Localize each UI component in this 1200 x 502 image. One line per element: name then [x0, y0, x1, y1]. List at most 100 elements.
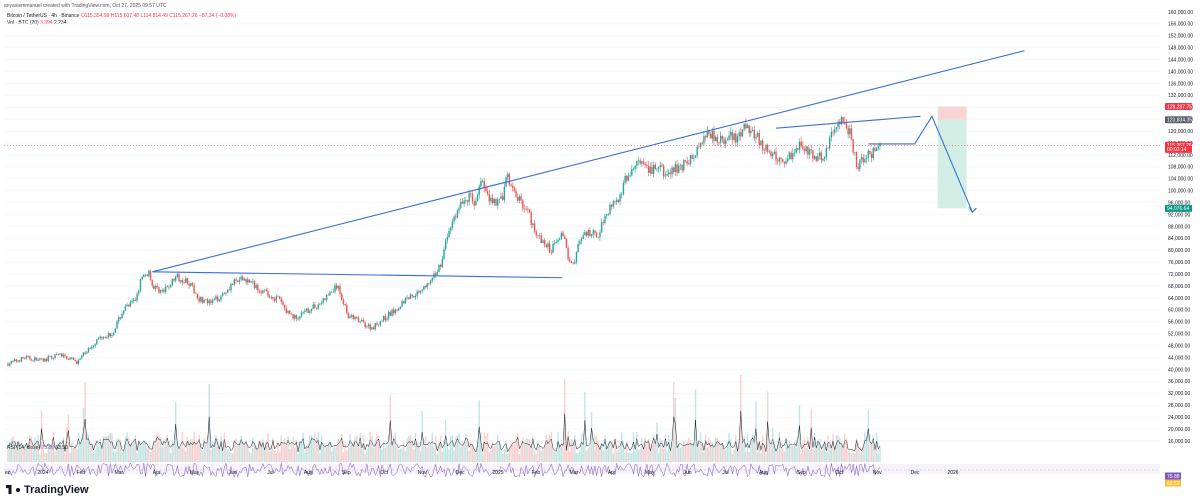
candle	[283, 304, 286, 309]
candle	[335, 285, 338, 289]
candle	[582, 235, 584, 239]
candle	[537, 235, 539, 237]
candle	[39, 358, 41, 360]
volume-bar	[698, 440, 700, 462]
volume-bar	[35, 440, 38, 462]
candle	[508, 173, 511, 185]
candle	[195, 293, 197, 294]
volume-bar	[342, 452, 345, 462]
volume-bar	[344, 441, 346, 462]
volume-bar	[745, 451, 747, 462]
volume-bar	[626, 441, 628, 462]
candle	[837, 121, 839, 128]
candle	[101, 336, 103, 339]
volume-bar	[349, 433, 351, 462]
symbol-title[interactable]: Bitcoin / TetherUS · 4h · Binance	[7, 13, 80, 19]
candle	[151, 279, 153, 286]
volume-bar	[691, 443, 693, 462]
candle	[361, 320, 363, 322]
volume-bar	[362, 435, 365, 462]
candle	[357, 317, 360, 322]
candle	[22, 357, 24, 359]
candle	[802, 146, 804, 150]
candle	[649, 166, 651, 173]
candle	[669, 172, 672, 175]
volume-bar	[763, 445, 765, 462]
volume-bar	[468, 451, 470, 462]
candle	[867, 150, 869, 158]
price-tick-label: 96,000.00	[1168, 200, 1190, 206]
volume-bar	[371, 436, 373, 462]
volume-bar	[669, 453, 672, 462]
volume-bar	[14, 441, 16, 462]
volume-bar	[542, 449, 544, 462]
candle	[289, 310, 291, 315]
volume-bar	[218, 447, 220, 462]
time-tick-label: Oct	[835, 470, 843, 476]
volume-bar	[347, 446, 350, 462]
volume-bar	[718, 440, 720, 462]
volume-bar	[163, 439, 165, 462]
volume-bar	[133, 438, 135, 462]
volume-value: 3.394	[40, 20, 53, 26]
volume-bar	[572, 441, 574, 462]
time-tick-label: Dec	[456, 470, 465, 476]
candle	[746, 125, 749, 129]
price-label-bg	[1165, 102, 1192, 110]
volume-bar	[143, 440, 145, 462]
volume-bar	[609, 441, 611, 462]
volume-bar	[704, 434, 707, 462]
candle	[703, 136, 705, 144]
candle	[15, 359, 18, 362]
candle	[595, 232, 598, 238]
candle	[295, 315, 298, 320]
volume-title[interactable]: Vol · BTC (20)	[7, 20, 39, 26]
volume-bar	[443, 440, 445, 462]
candle	[656, 168, 658, 170]
tradingview-logo[interactable]: TradingView	[6, 484, 89, 496]
rsi-ma: 63.50	[55, 445, 68, 451]
price-tick-label: 20,000.00	[1168, 427, 1190, 433]
volume-bar	[123, 451, 125, 462]
candle	[356, 316, 358, 318]
volume-bar	[636, 431, 638, 462]
rsi-title[interactable]: RSI (14, close)	[7, 445, 41, 451]
candle	[780, 157, 782, 160]
candle	[748, 125, 750, 134]
candle	[86, 352, 88, 354]
candle	[792, 153, 794, 160]
candle	[668, 172, 670, 175]
candle	[391, 309, 393, 316]
volume-bar	[322, 444, 324, 462]
candle	[17, 360, 19, 362]
volume-bar	[394, 432, 397, 462]
volume-bar	[575, 453, 578, 462]
candle	[282, 301, 284, 305]
volume-bar	[235, 438, 237, 462]
candle	[763, 149, 765, 151]
candle	[840, 117, 843, 125]
volume-bar	[815, 449, 817, 462]
price-tick-label: 156,000.00	[1168, 22, 1193, 28]
ohlc-high: H115,607.48	[110, 13, 140, 19]
volume-bar	[210, 449, 212, 462]
candle	[342, 299, 345, 304]
volume-bar	[825, 451, 828, 462]
candle	[404, 298, 407, 304]
candle	[565, 238, 568, 248]
volume-bar	[178, 448, 180, 462]
volume-bar	[508, 448, 511, 462]
volume-bar	[547, 438, 549, 462]
volume-bar	[54, 451, 56, 462]
candle	[158, 286, 160, 293]
volume-bar	[379, 447, 381, 462]
volume-bar	[158, 435, 160, 462]
volume-bar	[751, 434, 754, 462]
volume-bar	[253, 442, 256, 462]
volume-bar	[495, 443, 497, 462]
candle	[627, 175, 630, 181]
volume-bar	[89, 445, 91, 462]
candle	[527, 208, 529, 210]
candle	[50, 356, 53, 359]
